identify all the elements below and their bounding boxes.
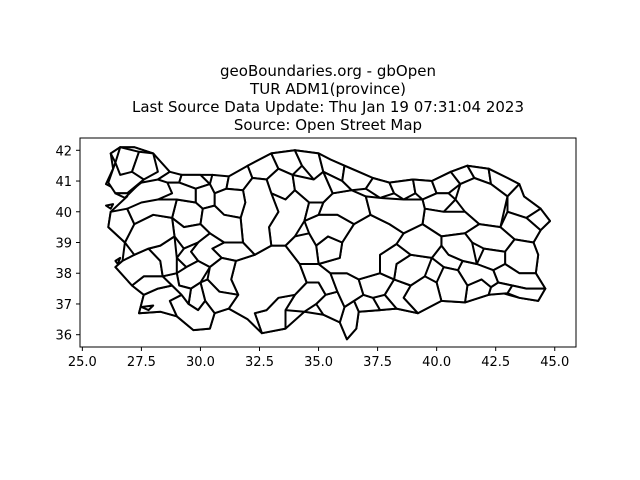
x-tick-label: 42.5 [481,355,510,370]
province-15 [388,178,417,201]
x-tick-label: 40.0 [422,355,451,370]
y-tick-label: 36 [55,329,72,344]
x-tick-label: 27.5 [127,355,156,370]
y-tick-label: 38 [55,267,72,282]
province-3 [131,150,159,181]
province-boundaries [105,146,551,341]
province-4 [114,178,145,199]
title-line-2: TUR ADM1(province) [250,80,406,98]
x-tick-label: 32.5 [245,355,274,370]
island-2 [114,256,122,265]
x-tick-label: 45.0 [540,355,569,370]
title-line-4: Source: Open Street Map [233,116,423,134]
y-tick-label: 37 [55,298,72,313]
x-tick-label: 30.0 [186,355,215,370]
y-axis: 36 37 38 39 40 41 42 [55,144,80,344]
province-14 [364,177,396,199]
title-line-3: Last Source Data Update: Thu Jan 19 07:3… [131,98,525,116]
y-tick-label: 41 [55,175,72,190]
y-tick-label: 39 [55,237,72,252]
province-61 [322,170,353,195]
island-3 [140,304,155,312]
x-axis: 25.0 27.5 30.0 32.5 35.0 37.5 40.0 42.5 45.0 [68,347,569,370]
province-86 [156,181,197,204]
y-tick-label: 42 [55,144,72,159]
map-title: geoBoundaries.org - gbOpen TUR ADM1(prov… [0,62,640,134]
x-tick-label: 37.5 [363,355,392,370]
province-31 [506,284,547,302]
province-17 [430,170,462,195]
province-63 [303,201,325,222]
y-tick-label: 40 [55,206,72,221]
island-1 [105,203,115,210]
title-line-1: geoBoundaries.org - gbOpen [220,62,436,80]
x-tick-label: 35.0 [304,355,333,370]
province-58 [364,195,426,235]
province-85 [126,198,178,226]
x-tick-label: 25.0 [68,355,97,370]
